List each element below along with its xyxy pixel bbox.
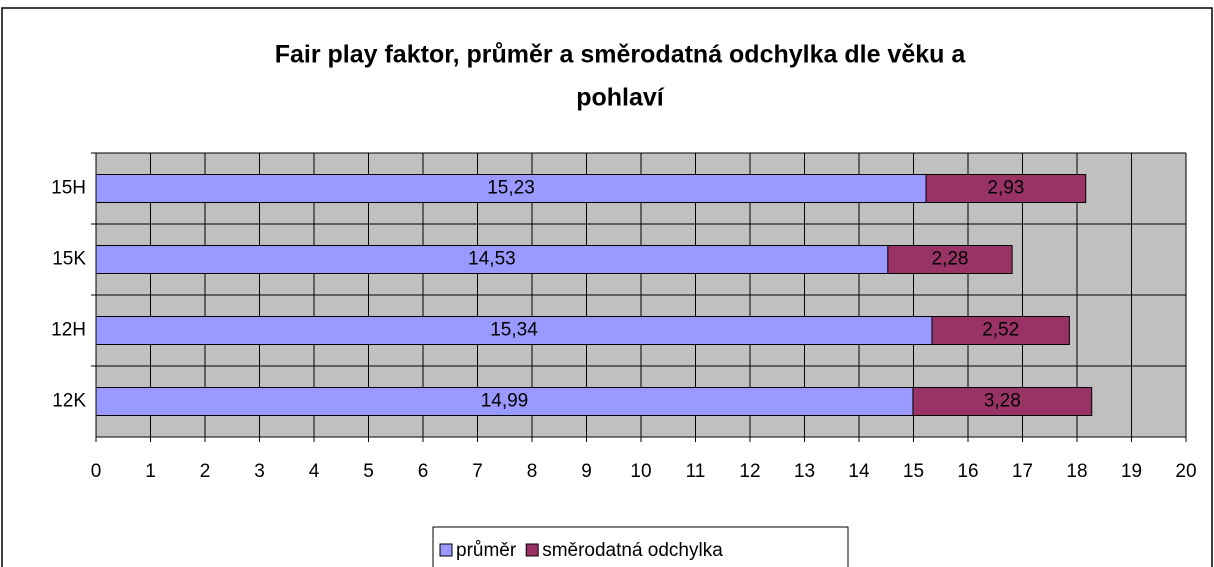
x-tick-label: 19 [1121,461,1142,482]
x-tick-label: 9 [581,461,592,482]
value-label: 3,28 [984,391,1021,412]
bar-segment [912,387,1093,416]
x-tick-label: 5 [363,461,374,482]
x-tick-label: 20 [1175,461,1196,482]
x-tick-label: 4 [309,461,320,482]
y-tick-label: 15H [51,178,86,199]
x-tick-label: 8 [527,461,538,482]
x-tick-label: 17 [1012,461,1033,482]
x-tick-label: 7 [472,461,483,482]
value-label: 15,34 [490,320,538,341]
x-tick-label: 10 [630,461,651,482]
legend-swatch [525,543,539,557]
value-label: 15,23 [487,178,535,199]
y-tick-label: 12K [52,391,86,412]
value-label: 2,93 [987,178,1024,199]
bar-segment [95,174,927,203]
legend-box [432,526,849,567]
y-tick-label: 12H [51,320,86,341]
x-tick-label: 6 [418,461,429,482]
x-tick-label: 18 [1066,461,1087,482]
value-label: 14,99 [481,391,529,412]
x-tick-label: 11 [686,461,706,482]
x-tick-label: 13 [794,461,815,482]
legend-label: průměr [456,540,517,561]
x-tick-label: 15 [903,461,924,482]
legend-swatch [439,543,453,557]
bar-segment [95,245,889,274]
bar-segment [95,387,914,416]
chart-title: Fair play faktor, průměr a směrodatná od… [275,41,967,69]
bar-segment [925,174,1087,203]
x-tick-label: 2 [200,461,211,482]
x-tick-label: 1 [145,461,156,482]
x-tick-label: 16 [957,461,978,482]
bar-segment [887,245,1013,274]
value-label: 2,52 [982,320,1019,341]
x-tick-label: 14 [848,461,870,482]
bar-segment [931,316,1070,345]
chart-title: pohlaví [576,84,665,112]
value-label: 2,28 [932,249,969,270]
x-tick-label: 12 [739,461,760,482]
y-tick-label: 15K [52,249,86,270]
x-tick-label: 3 [254,461,265,482]
x-tick-label: 0 [91,461,102,482]
bar-segment [95,316,933,345]
legend-label: směrodatná odchylka [542,540,723,561]
value-label: 14,53 [468,249,516,270]
